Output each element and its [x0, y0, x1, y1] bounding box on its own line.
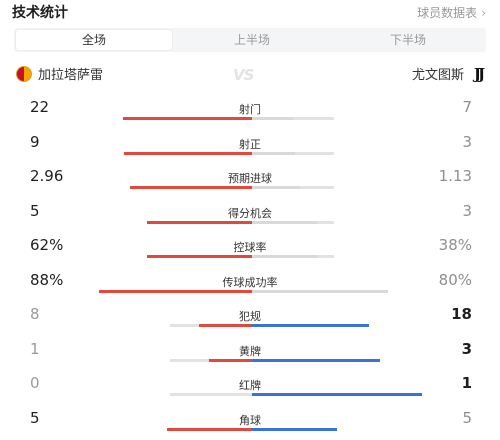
stat-label: 预期进球	[228, 172, 272, 185]
home-stat-value: 62%	[30, 236, 64, 254]
home-bar-track	[170, 393, 252, 396]
tab-first-half[interactable]: 上半场	[233, 33, 270, 47]
home-stat-bar	[167, 427, 252, 431]
away-stat-value: 7	[462, 98, 472, 116]
stat-label: 得分机会	[228, 206, 272, 220]
home-stat-bar	[124, 151, 252, 155]
chevron-right-icon: ›	[481, 5, 486, 20]
stat-label: 黄牌	[239, 344, 261, 358]
away-stat-bar	[252, 427, 337, 431]
away-stat-bar	[252, 393, 422, 396]
home-stat-value: 9	[30, 132, 40, 151]
stat-row: 88% 传球成功率 80%	[0, 265, 500, 300]
away-stat-value: 80%	[438, 270, 472, 289]
stat-label: 控球率	[233, 241, 267, 254]
galatasaray-crest-icon	[16, 65, 32, 82]
home-stat-value: 0	[30, 374, 40, 392]
stat-label: 射门	[239, 103, 261, 116]
player-stats-link-label: 球员数据表	[417, 6, 478, 20]
away-stat-bar	[252, 186, 300, 189]
home-stat-bar	[147, 255, 252, 258]
home-stat-value: 5	[30, 408, 40, 427]
tab-second-half[interactable]: 下半场	[389, 33, 426, 47]
stat-label: 红牌	[239, 379, 261, 392]
away-stat-value: 1.13	[438, 167, 472, 185]
period-tabs: 全场 上半场 下半场	[14, 28, 486, 52]
stats-list: 22 射门 7 9 射正 3 2.96 预期进球 1.13 5 得分机会 3 62% 控球率 38% 88% 传…	[0, 92, 500, 437]
away-stat-bar	[252, 289, 388, 293]
home-stat-bar	[99, 289, 252, 293]
home-stat-bar	[199, 324, 252, 327]
tab-full-match[interactable]: 全场	[16, 30, 172, 50]
stat-row: 2.96 预期进球 1.13	[0, 161, 500, 196]
stat-label: 射正	[239, 137, 261, 151]
home-stat-bar	[147, 220, 252, 224]
away-stat-bar	[252, 358, 380, 362]
home-stat-value: 22	[30, 98, 50, 116]
home-stat-value: 5	[30, 201, 40, 220]
home-team[interactable]: 加拉塔萨雷	[16, 64, 103, 83]
stat-row: 5 角球 5	[0, 403, 500, 438]
home-stat-bar	[209, 358, 252, 362]
away-stat-value: 1	[461, 374, 472, 392]
home-stat-bar	[130, 186, 252, 189]
section-title: 技术统计	[12, 5, 68, 21]
stat-row: 8 犯规 18	[0, 299, 500, 334]
away-stat-bar	[252, 151, 295, 155]
away-stat-bar	[252, 324, 369, 327]
home-team-name: 加拉塔萨雷	[38, 68, 104, 83]
home-stat-value: 1	[30, 339, 40, 358]
stat-row: 22 射门 7	[0, 92, 500, 127]
away-stat-value: 3	[462, 201, 472, 220]
away-team[interactable]: 尤文图斯 JJ	[411, 64, 486, 84]
away-stat-value: 38%	[438, 236, 472, 254]
stat-row: 9 射正 3	[0, 127, 500, 162]
stat-row: 5 得分机会 3	[0, 196, 500, 231]
stat-row: 1 黄牌 3	[0, 334, 500, 369]
stats-header: 技术统计 球员数据表 ›	[0, 0, 500, 26]
stat-label: 传球成功率	[222, 275, 278, 289]
away-stat-bar	[252, 255, 317, 258]
away-team-name: 尤文图斯	[411, 68, 464, 83]
away-bar-track	[252, 117, 334, 120]
stat-label: 犯规	[239, 310, 261, 323]
stat-row: 0 红牌 1	[0, 368, 500, 403]
player-stats-link[interactable]: 球员数据表 ›	[417, 4, 486, 21]
away-stat-value: 3	[461, 339, 472, 358]
home-stat-bar	[123, 117, 252, 120]
away-stat-bar	[252, 220, 317, 224]
teams-row: 加拉塔萨雷 VS 尤文图斯 JJ	[0, 60, 500, 88]
home-stat-value: 2.96	[30, 167, 64, 185]
home-stat-value: 8	[30, 305, 40, 323]
away-stat-value: 18	[451, 305, 472, 323]
stat-label: 角球	[239, 413, 261, 427]
vs-mark: VS	[233, 66, 254, 84]
away-stat-value: 5	[462, 408, 472, 427]
juventus-crest-icon: JJ	[473, 64, 485, 83]
stat-row: 62% 控球率 38%	[0, 230, 500, 265]
away-stat-value: 3	[462, 132, 472, 151]
home-stat-value: 88%	[30, 270, 64, 289]
away-stat-bar	[252, 117, 293, 120]
